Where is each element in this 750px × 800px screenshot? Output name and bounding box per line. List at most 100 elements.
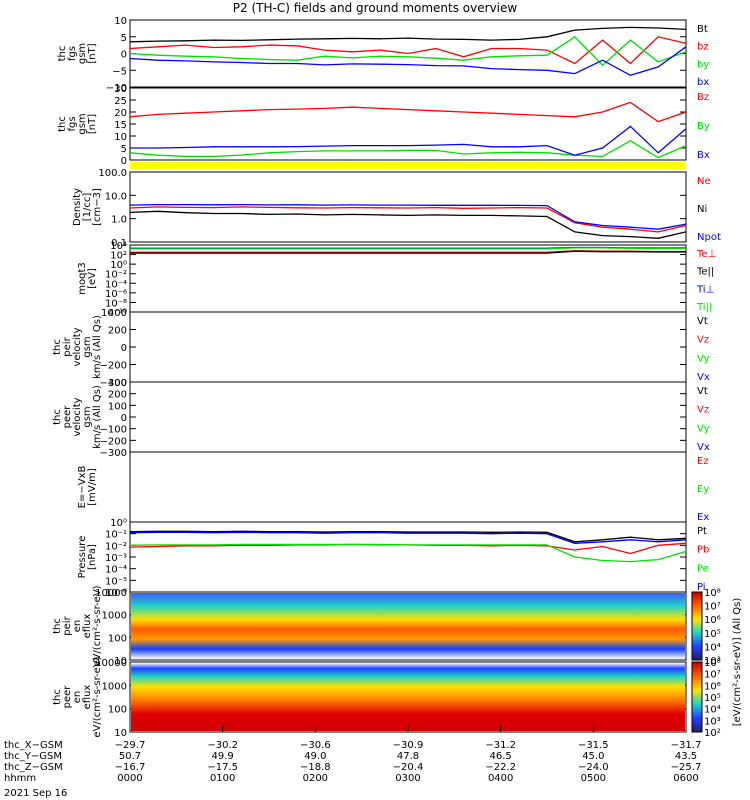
y-tick-label: 200 — [108, 390, 127, 401]
y-tick-label: −200 — [100, 436, 127, 447]
panel-frame — [129, 87, 687, 161]
chart-title: P2 (TH-C) fields and ground moments over… — [232, 1, 518, 15]
panel-frame — [129, 591, 687, 661]
colorbar-1 — [691, 591, 703, 661]
y-tick-label: 10⁻¹⁰ — [101, 308, 127, 319]
y-axis-label: en — [72, 691, 83, 704]
series-line-Pi — [129, 531, 687, 544]
x-tick-label: 49.0 — [304, 751, 326, 762]
x-tick-label: −29.7 — [115, 740, 146, 751]
legend-entry-Vt: Vt — [697, 386, 708, 397]
x-tick-label: 47.8 — [397, 751, 419, 762]
panel-peir_velocity — [129, 311, 687, 383]
y-axis-label: [1/cc] — [82, 193, 93, 222]
legend-entry-Te⊥: Te⊥ — [696, 249, 716, 260]
colorbar-tick: 10⁸ — [704, 658, 721, 669]
y-axis-label: peer — [62, 685, 73, 709]
y-axis-label: E=−VxB — [77, 466, 88, 509]
series-line-by — [129, 35, 687, 67]
y-axis-label: [cm−3] — [92, 188, 103, 226]
series-line-Te|| — [130, 250, 686, 254]
x-tick-label: −30.2 — [207, 740, 238, 751]
legend-entry-Vz: Vz — [697, 335, 709, 346]
series-line-Bz — [129, 101, 687, 123]
legend-entry-by: by — [697, 59, 709, 70]
y-tick-label: 1.0 — [111, 215, 127, 226]
y-axis-label: gsm — [77, 43, 88, 64]
y-tick-label: 10 — [114, 16, 127, 27]
x-tick-label: −31.2 — [485, 740, 516, 751]
legend-entry-Pb: Pb — [697, 545, 709, 556]
legend-entry-bx: bx — [697, 77, 709, 88]
legend-entry-Bt: Bt — [697, 24, 708, 35]
series-line-Bx — [130, 125, 687, 156]
colorbar-tick: 10⁴ — [704, 705, 721, 716]
y-tick-label: 10⁻⁶ — [105, 588, 127, 599]
y-axis-label: gsm — [82, 406, 93, 427]
panel-fgs_gsm — [129, 19, 687, 88]
series-line-bx — [129, 46, 687, 77]
panel-frame — [129, 451, 687, 523]
y-axis-label: [nT] — [87, 114, 98, 134]
y-axis-label: thc — [52, 618, 63, 634]
x-tick-label: −30.6 — [300, 740, 331, 751]
legend-entry-Bx: Bx — [697, 150, 710, 161]
x-tick-label: −16.7 — [115, 762, 146, 773]
series-line-Ni — [129, 210, 687, 239]
y-axis-label: moqt3 — [77, 262, 88, 295]
y-tick-label: 10² — [110, 251, 127, 262]
y-tick-label: 10⁴ — [110, 241, 127, 252]
y-axis-label: fgs — [67, 46, 78, 61]
colorbar-tick: 10⁷ — [704, 602, 721, 613]
series-line-Ti|| — [130, 247, 686, 250]
x-tick-label: −17.5 — [207, 762, 238, 773]
quality-flag-bar — [130, 162, 686, 169]
panel-peer_en_eflux — [129, 661, 687, 733]
y-tick-label: 100 — [108, 705, 127, 716]
y-tick-label: −400 — [100, 378, 127, 389]
y-tick-label: 1000 — [102, 681, 127, 692]
y-tick-label: 10⁻⁴ — [105, 565, 127, 576]
panel-frame — [129, 171, 687, 243]
x-tick-label: −25.7 — [671, 762, 702, 773]
y-tick-label: −5 — [112, 66, 127, 77]
y-tick-label: 10000 — [95, 658, 127, 669]
y-axis-label: [eV] — [87, 268, 98, 289]
y-tick-label: 10⁻² — [105, 541, 127, 552]
colorbar-tick: 10⁵ — [704, 629, 721, 640]
legend-entry-Pt: Pt — [697, 526, 707, 537]
legend-entry-Ni: Ni — [697, 204, 707, 215]
y-tick-label: 100 — [108, 633, 127, 644]
y-tick-label: 0 — [121, 156, 127, 167]
colorbar-tick: 10⁴ — [704, 642, 721, 653]
x-tick-label: −20.4 — [393, 762, 424, 773]
y-tick-label: 300 — [108, 378, 127, 389]
legend-entry-Pi: Pi — [697, 582, 706, 593]
y-axis-label: gsm — [77, 113, 88, 134]
x-tick-label: −31.5 — [578, 740, 609, 751]
colorbar-tick: 10³ — [704, 716, 721, 727]
y-tick-label: 20 — [114, 108, 127, 119]
x-tick-label: 0400 — [488, 773, 513, 784]
x-row-label: hhmm — [4, 773, 36, 784]
legend-entry-Te||: Te|| — [696, 267, 714, 278]
x-tick-label: 0000 — [117, 773, 142, 784]
y-tick-label: 10⁻⁸ — [105, 298, 127, 309]
colorbar-label: [eV/(cm²-s-sr-eV)] (All Qs) — [732, 598, 743, 727]
y-axis-label: gsm — [82, 336, 93, 357]
y-axis-label: [mV/m] — [87, 468, 98, 506]
colorbar-tick: 10⁵ — [704, 693, 721, 704]
legend-entry-Vx: Vx — [697, 442, 710, 453]
y-axis-label: eV/(cm²-s-sr-eV) — [92, 656, 103, 737]
x-tick-label: 49.9 — [212, 751, 234, 762]
y-axis-label: eV/(cm²-s-sr-eV) — [92, 585, 103, 666]
legend-entry-Vt: Vt — [697, 316, 708, 327]
colorbar-tick: 10⁸ — [704, 588, 721, 599]
date-label: 2021 Sep 16 — [4, 788, 68, 799]
x-tick-label: −24.0 — [578, 762, 609, 773]
y-tick-label: 10 — [114, 132, 127, 143]
spectrogram-fill — [131, 663, 685, 731]
colorbar-tick: 10⁶ — [704, 615, 721, 626]
y-axis-label: km/s (All Qs) — [92, 315, 103, 379]
